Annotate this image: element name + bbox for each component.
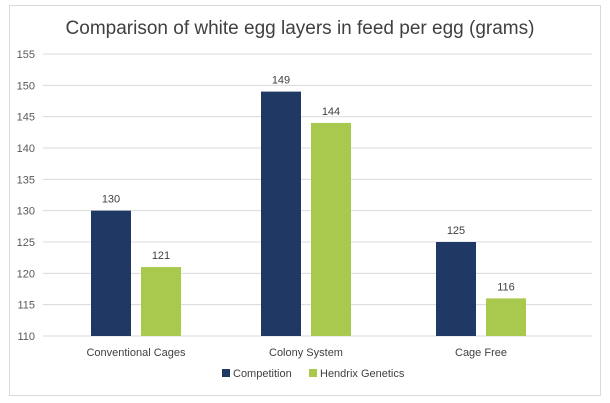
y-tick-label: 110 [17, 331, 35, 343]
y-tick-label: 120 [17, 268, 35, 280]
y-tick-label: 135 [17, 174, 35, 186]
bar-competition-cage-free [436, 242, 476, 336]
data-label: 144 [322, 106, 340, 118]
data-label: 121 [152, 250, 170, 262]
legend-swatch [309, 369, 317, 377]
legend-label: Competition [233, 368, 292, 380]
bar-hendrix-genetics-colony-system [311, 122, 351, 336]
y-tick-label: 150 [17, 80, 35, 92]
x-category-label: Colony System [269, 347, 343, 359]
data-labels: 130 121 149 144 125 116 [102, 75, 515, 294]
bar-hendrix-genetics-cage-free [486, 298, 526, 336]
data-label: 116 [497, 281, 515, 293]
y-tick-label: 115 [17, 300, 35, 312]
y-tick-label: 145 [17, 112, 35, 124]
bars [91, 91, 526, 336]
x-category-label: Cage Free [455, 347, 507, 359]
y-axis-ticks: 110 115 120 125 130 135 140 145 150 155 [17, 49, 35, 343]
bar-competition-colony-system [261, 91, 301, 336]
y-tick-label: 140 [17, 143, 35, 155]
y-tick-label: 155 [17, 49, 35, 61]
y-tick-label: 130 [17, 206, 35, 218]
y-tick-label: 125 [17, 237, 35, 249]
bar-hendrix-genetics-conventional-cages [141, 267, 181, 336]
x-axis-categories: Conventional Cages Colony System Cage Free [86, 347, 507, 359]
legend-swatch [222, 369, 230, 377]
legend-label: Hendrix Genetics [320, 368, 405, 380]
data-label: 125 [447, 225, 465, 237]
bar-competition-conventional-cages [91, 210, 131, 336]
legend: Competition Hendrix Genetics [222, 368, 405, 380]
x-category-label: Conventional Cages [86, 347, 186, 359]
data-label: 149 [272, 75, 290, 87]
chart-title: Comparison of white egg layers in feed p… [66, 18, 535, 39]
data-label: 130 [102, 194, 120, 206]
